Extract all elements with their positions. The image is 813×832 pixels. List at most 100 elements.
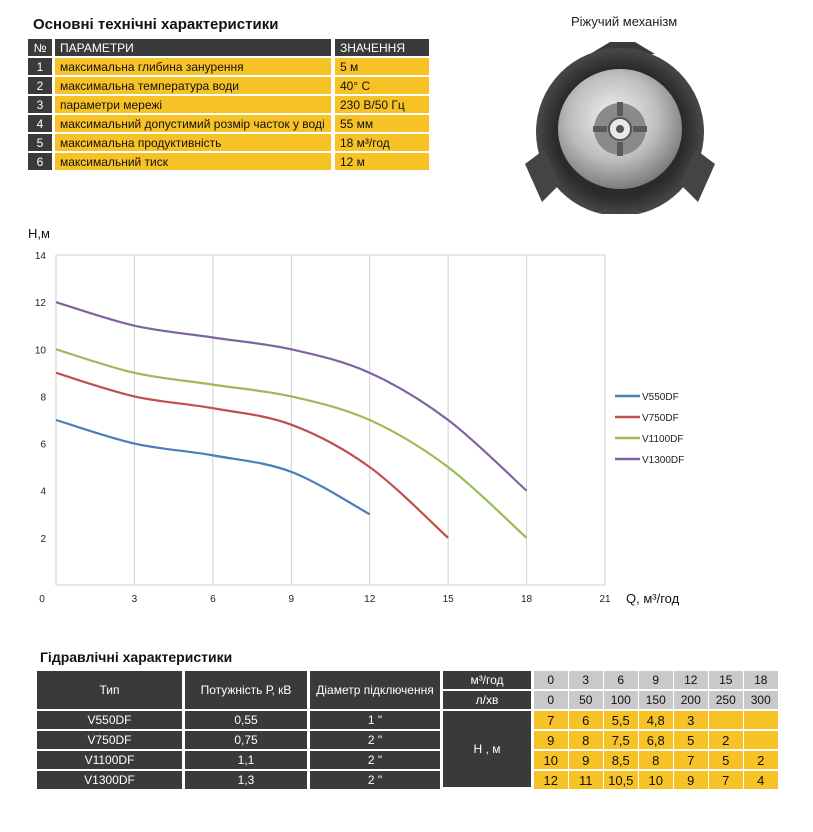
spec-value: 12 м [331, 153, 429, 170]
spec-row: 1 максимальна глибина занурення 5 м [28, 58, 429, 75]
y-tick-label: 10 [35, 345, 47, 356]
x-axis-title: Q, м³/год [626, 591, 680, 606]
x-tick-label: 18 [521, 594, 533, 605]
row-type: V1100DF [37, 751, 182, 769]
q-lmin-cell: 200 [674, 691, 708, 709]
h-value-cell: 12 [534, 771, 568, 789]
h-value-cell: 6 [569, 711, 603, 729]
x-tick-label: 12 [364, 594, 376, 605]
h-value-cell: 8,5 [604, 751, 638, 769]
spec-table: № ПАРАМЕТРИ ЗНАЧЕННЯ 1 максимальна глиби… [28, 37, 429, 172]
q-lmin-cell: 150 [639, 691, 673, 709]
h-value-cell: 8 [639, 751, 673, 769]
hydraulic-title: Гідравлічні характеристики [40, 649, 233, 665]
q-m3-cell: 3 [569, 671, 603, 689]
spec-value: 55 мм [331, 115, 429, 132]
x-tick-label: 9 [289, 594, 295, 605]
spec-num: 4 [28, 115, 52, 132]
h-value-cell: 7,5 [604, 731, 638, 749]
h-value-cell: 10,5 [604, 771, 638, 789]
y-tick-label: 12 [35, 298, 47, 309]
q-m3-cell: 15 [709, 671, 743, 689]
spec-value: 40° С [331, 77, 429, 94]
spec-param: параметри мережі [52, 96, 331, 113]
q-lmin-cell: 0 [534, 691, 568, 709]
q-lmin-cell: 300 [744, 691, 778, 709]
spec-header-param: ПАРАМЕТРИ [52, 39, 331, 56]
y-tick-label: 2 [40, 534, 46, 545]
y-tick-label: 6 [40, 440, 46, 451]
row-diameter: 2 " [310, 731, 440, 749]
spec-value: 230 В/50 Гц [331, 96, 429, 113]
legend-label: V1100DF [642, 434, 684, 445]
h-value-cell: 7 [674, 751, 708, 769]
row-type: V750DF [37, 731, 182, 749]
h-value-cell: 5 [709, 751, 743, 769]
row-power: 1,1 [185, 751, 307, 769]
y-tick-label: 8 [40, 392, 46, 403]
header-h: Н , м [443, 711, 531, 787]
spec-param: максимальний тиск [52, 153, 331, 170]
h-value-cell [744, 711, 778, 729]
h-value-cell: 2 [709, 731, 743, 749]
spec-value: 18 м³/год [331, 134, 429, 151]
row-power: 0,55 [185, 711, 307, 729]
row-diameter: 1 " [310, 711, 440, 729]
h-value-cell: 9 [569, 751, 603, 769]
left-foot-shape [525, 149, 560, 202]
y-axis-title: H,м [28, 226, 50, 241]
y-tick-label: 14 [35, 251, 47, 262]
spec-num: 3 [28, 96, 52, 113]
cutting-mechanism-image [525, 42, 715, 214]
series-line-v1300df [55, 301, 528, 492]
h-value-cell: 10 [639, 771, 673, 789]
spec-row: 5 максимальна продуктивність 18 м³/год [28, 134, 429, 151]
x-tick-label: 0 [39, 594, 45, 605]
h-value-cell: 7 [709, 771, 743, 789]
spec-header-num: № [28, 39, 52, 56]
spec-header-row: № ПАРАМЕТРИ ЗНАЧЕННЯ [28, 39, 429, 56]
row-power: 1,3 [185, 771, 307, 789]
h-value-cell: 8 [569, 731, 603, 749]
series-line-v750df [55, 371, 449, 539]
hub-center-shape [616, 125, 624, 133]
q-m3-cell: 6 [604, 671, 638, 689]
spec-num: 6 [28, 153, 52, 170]
x-tick-label: 3 [132, 594, 138, 605]
row-power: 0,75 [185, 731, 307, 749]
h-value-cell: 11 [569, 771, 603, 789]
spec-num: 2 [28, 77, 52, 94]
q-m3-cell: 9 [639, 671, 673, 689]
h-value-cell: 3 [674, 711, 708, 729]
blade-group [593, 102, 647, 156]
q-lmin-cell: 50 [569, 691, 603, 709]
spec-value: 5 м [331, 58, 429, 75]
row-diameter: 2 " [310, 771, 440, 789]
h-value-cell: 6,8 [639, 731, 673, 749]
q-m3-cell: 18 [744, 671, 778, 689]
h-value-cell: 9 [674, 771, 708, 789]
header-diameter: Діаметр підключення [310, 671, 440, 709]
photo-caption: Ріжучий механізм [571, 14, 678, 29]
h-value-cell: 5,5 [604, 711, 638, 729]
legend-label: V550DF [642, 392, 679, 403]
spec-param: максимальний допустимий розмір часток у … [52, 115, 331, 132]
hydraulic-table: Тип Потужність Р, кВ Діаметр підключення… [37, 671, 778, 791]
header-q-m3: м³/год [443, 671, 531, 689]
chart-legend: V550DF V750DF V1100DF V1300DF [615, 392, 684, 466]
row-diameter: 2 " [310, 751, 440, 769]
y-tick-label: 4 [40, 487, 46, 498]
legend-label: V750DF [642, 413, 679, 424]
header-power: Потужність Р, кВ [185, 671, 307, 709]
spec-param: максимальна продуктивність [52, 134, 331, 151]
h-value-cell [709, 711, 743, 729]
spec-row: 3 параметри мережі 230 В/50 Гц [28, 96, 429, 113]
spec-row: 2 максимальна температура води 40° С [28, 77, 429, 94]
spec-row: 6 максимальний тиск 12 м [28, 153, 429, 170]
h-value-cell [744, 731, 778, 749]
spec-param: максимальна глибина занурення [52, 58, 331, 75]
spec-param: максимальна температура води [52, 77, 331, 94]
h-value-cell: 5 [674, 731, 708, 749]
